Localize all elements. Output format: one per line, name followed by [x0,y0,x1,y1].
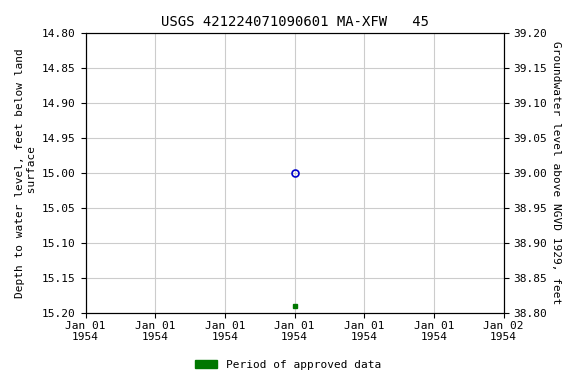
Y-axis label: Depth to water level, feet below land
 surface: Depth to water level, feet below land su… [15,48,37,298]
Legend: Period of approved data: Period of approved data [191,356,385,375]
Title: USGS 421224071090601 MA-XFW   45: USGS 421224071090601 MA-XFW 45 [161,15,429,29]
Y-axis label: Groundwater level above NGVD 1929, feet: Groundwater level above NGVD 1929, feet [551,41,561,305]
